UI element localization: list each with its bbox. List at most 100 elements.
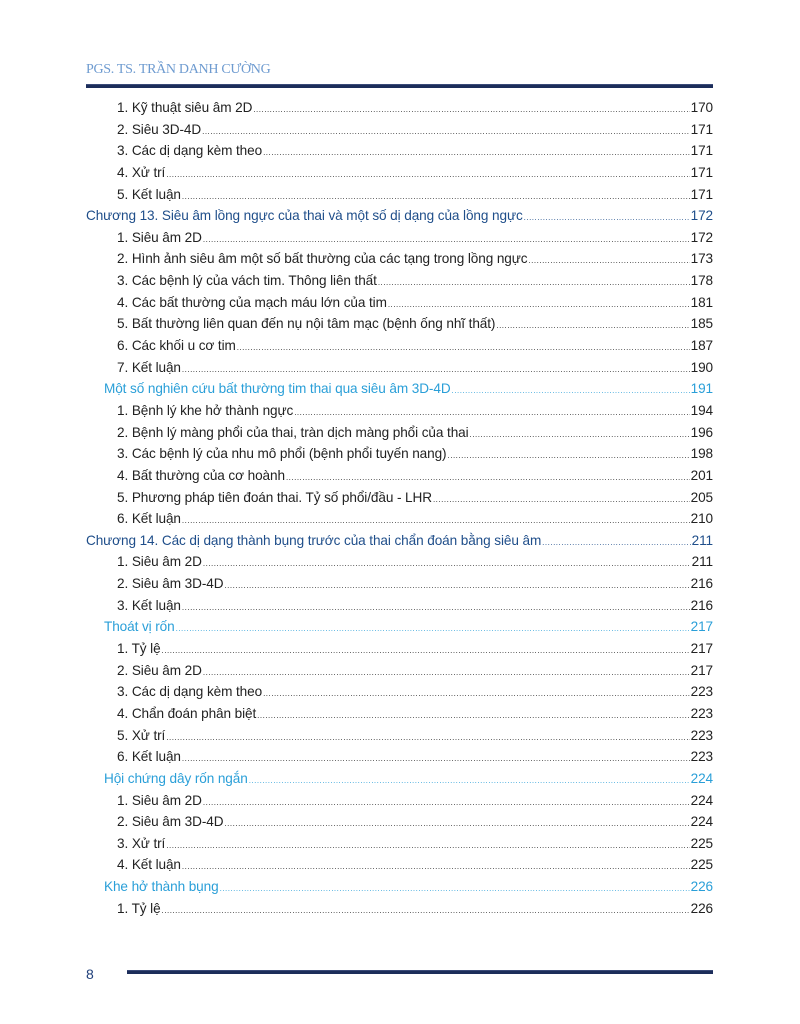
dot-leader	[524, 208, 690, 223]
toc-entry-title: 6. Các khối u cơ tim	[117, 338, 236, 354]
toc-entry-title: 1. Siêu âm 2D	[117, 554, 202, 570]
dot-leader	[182, 598, 690, 613]
toc-entry-page: 226	[690, 879, 713, 895]
toc-entry-title: 2. Siêu âm 3D-4D	[117, 576, 224, 592]
dot-leader	[203, 663, 690, 678]
toc-entry-title: 3. Các dị dạng kèm theo	[117, 684, 263, 700]
running-header-author: PGS. TS. TRẦN DANH CƯỜNG	[86, 62, 271, 77]
dot-leader	[224, 814, 689, 829]
toc-entry-title: 5. Xử trí	[117, 727, 166, 743]
toc-entry-title: 3. Xử trí	[117, 835, 166, 851]
toc-entry-page: 185	[690, 316, 713, 332]
toc-item[interactable]: 4. Xử trí 171	[86, 165, 713, 187]
toc-entry-page: 216	[690, 576, 713, 592]
toc-item[interactable]: 3. Xử trí 225	[86, 836, 713, 858]
toc-entry-title: 5. Kết luận	[117, 186, 181, 202]
toc-item[interactable]: 1. Kỹ thuật siêu âm 2D 170	[86, 100, 713, 122]
dot-leader	[182, 857, 690, 872]
toc-item[interactable]: 1. Siêu âm 2D 224	[86, 793, 713, 815]
toc-entry-page: 217	[690, 619, 713, 635]
toc-entry-title: 4. Xử trí	[117, 164, 166, 180]
toc-item[interactable]: 2. Bệnh lý màng phổi của thai, tràn dịch…	[86, 425, 713, 447]
toc-entry-title: 5. Bất thường liên quan đến nụ nội tâm m…	[117, 316, 496, 332]
toc-section[interactable]: Một số nghiên cứu bất thường tim thai qu…	[86, 381, 713, 403]
dot-leader	[203, 554, 691, 569]
toc-entry-page: 226	[690, 900, 713, 916]
toc-entry-title: 3. Kết luận	[117, 597, 181, 613]
toc-item[interactable]: 7. Kết luận 190	[86, 360, 713, 382]
dot-leader	[253, 100, 689, 115]
toc-entry-page: 217	[690, 662, 713, 678]
toc-item[interactable]: 1. Siêu âm 2D 211	[86, 554, 713, 576]
dot-leader	[202, 122, 690, 137]
toc-item[interactable]: 2. Siêu âm 3D-4D 216	[86, 576, 713, 598]
toc-entry-title: 3. Các bệnh lý của vách tim. Thông liên …	[117, 273, 377, 289]
toc-item[interactable]: 4. Kết luận 225	[86, 857, 713, 879]
toc-entry-title: 4. Bất thường của cơ hoành	[117, 467, 285, 483]
dot-leader	[378, 273, 690, 288]
toc-entry-title: 2. Siêu âm 2D	[117, 662, 202, 678]
toc-entry-page: 224	[690, 792, 713, 808]
toc-item[interactable]: 5. Xử trí 223	[86, 728, 713, 750]
toc-chapter[interactable]: Chương 14. Các dị dạng thành bụng trước …	[86, 533, 713, 555]
toc-entry-page: 211	[691, 532, 713, 548]
toc-entry-page: 171	[690, 186, 713, 202]
toc-item[interactable]: 3. Các bệnh lý của vách tim. Thông liên …	[86, 273, 713, 295]
toc-entry-title: 1. Tỷ lệ	[117, 641, 161, 657]
toc-entry-title: 1. Kỹ thuật siêu âm 2D	[117, 100, 253, 115]
toc-item[interactable]: 1. Bệnh lý khe hở thành ngực 194	[86, 403, 713, 425]
dot-leader	[203, 230, 690, 245]
toc-entry-title: Chương 14. Các dị dạng thành bụng trước …	[86, 532, 542, 548]
toc-entry-title: 2. Siêu 3D-4D	[117, 121, 202, 137]
toc-item[interactable]: 2. Siêu 3D-4D 171	[86, 122, 713, 144]
toc-item[interactable]: 2. Siêu âm 3D-4D 224	[86, 814, 713, 836]
toc-item[interactable]: 4. Các bất thường của mạch máu lớn của t…	[86, 295, 713, 317]
toc-entry-title: 3. Các dị dạng kèm theo	[117, 143, 263, 159]
toc-entry-page: 217	[690, 641, 713, 657]
toc-item[interactable]: 6. Kết luận 223	[86, 749, 713, 771]
toc-item[interactable]: 4. Chẩn đoán phân biệt 223	[86, 706, 713, 728]
dot-leader	[220, 879, 690, 894]
toc-entry-title: 4. Kết luận	[117, 857, 181, 873]
dot-leader	[162, 641, 690, 656]
page-number: 8	[86, 966, 94, 982]
dot-leader	[176, 619, 690, 634]
toc-entry-page: 216	[690, 597, 713, 613]
dot-leader	[166, 165, 689, 180]
toc-item[interactable]: 6. Kết luận 210	[86, 511, 713, 533]
toc-item[interactable]: 3. Kết luận 216	[86, 598, 713, 620]
toc-entry-title: 1. Siêu âm 2D	[117, 792, 202, 808]
toc-entry-page: 181	[690, 294, 713, 310]
dot-leader	[162, 901, 690, 916]
toc-item[interactable]: 1. Tỷ lệ 226	[86, 901, 713, 923]
toc-entry-title: 5. Phương pháp tiên đoán thai. Tỷ số phổ…	[117, 489, 432, 505]
dot-leader	[182, 749, 690, 764]
toc-item[interactable]: 6. Các khối u cơ tim 187	[86, 338, 713, 360]
toc-entry-title: 2. Siêu âm 3D-4D	[117, 814, 224, 830]
toc-item[interactable]: 2. Siêu âm 2D 217	[86, 663, 713, 685]
toc-item[interactable]: 1. Siêu âm 2D 172	[86, 230, 713, 252]
dot-leader	[203, 793, 690, 808]
toc-item[interactable]: 1. Tỷ lệ 217	[86, 641, 713, 663]
toc-item[interactable]: 5. Phương pháp tiên đoán thai. Tỷ số phổ…	[86, 490, 713, 512]
toc-item[interactable]: 2. Hình ảnh siêu âm một số bất thường củ…	[86, 251, 713, 273]
dot-leader	[263, 143, 690, 158]
dot-leader	[263, 684, 690, 699]
toc-section[interactable]: Thoát vị rốn 217	[86, 619, 713, 641]
toc-entry-title: Chương 13. Siêu âm lồng ngực của thai và…	[86, 208, 523, 224]
toc-entry-title: Khe hở thành bụng	[104, 879, 219, 895]
toc-entry-title: 1. Bệnh lý khe hở thành ngực	[117, 402, 294, 418]
toc-entry-page: 223	[690, 684, 713, 700]
toc-entry-title: Thoát vị rốn	[104, 619, 175, 635]
toc-chapter[interactable]: Chương 13. Siêu âm lồng ngực của thai và…	[86, 208, 713, 230]
toc-section[interactable]: Hội chứng dây rốn ngắn 224	[86, 771, 713, 793]
toc-item[interactable]: 4. Bất thường của cơ hoành 201	[86, 468, 713, 490]
toc-item[interactable]: 5. Bất thường liên quan đến nụ nội tâm m…	[86, 316, 713, 338]
toc-item[interactable]: 3. Các bệnh lý của nhu mô phổi (bệnh phổ…	[86, 446, 713, 468]
toc-entry-title: 2. Hình ảnh siêu âm một số bất thường củ…	[117, 251, 528, 267]
toc-item[interactable]: 5. Kết luận 171	[86, 187, 713, 209]
toc-item[interactable]: 3. Các dị dạng kèm theo 171	[86, 143, 713, 165]
toc-section[interactable]: Khe hở thành bụng 226	[86, 879, 713, 901]
toc-entry-title: 4. Các bất thường của mạch máu lớn của t…	[117, 294, 387, 310]
toc-item[interactable]: 3. Các dị dạng kèm theo 223	[86, 684, 713, 706]
